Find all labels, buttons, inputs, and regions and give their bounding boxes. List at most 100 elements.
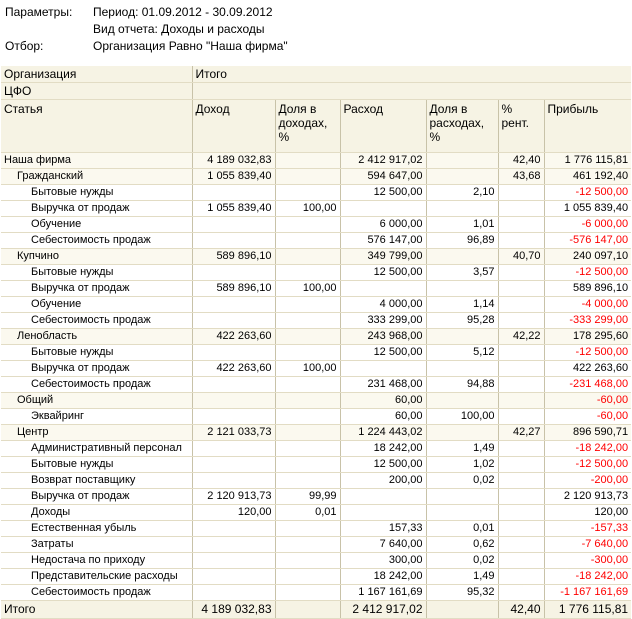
cell-expense: 300,00: [339, 552, 426, 569]
table-row: Доходы 120,00 0,01 120,00: [1, 504, 632, 521]
cell-rent: [497, 264, 544, 281]
cell-income-share: [274, 376, 340, 393]
cell-income: [191, 584, 275, 601]
cell-income-share: [274, 552, 340, 569]
cell-expense-share: 95,28: [425, 312, 498, 329]
cell-profit: -6 000,00: [543, 216, 632, 233]
cell-rent: [497, 312, 544, 329]
cell-rent: [497, 280, 544, 297]
filter-text: Организация Равно "Наша фирма": [93, 39, 288, 53]
cell-profit: -60,00: [543, 408, 632, 425]
header-article: Статья: [1, 99, 192, 153]
cell-income-share: [274, 568, 340, 585]
cell-income-share: 0,01: [274, 504, 340, 521]
period-text: Период: 01.09.2012 - 30.09.2012: [93, 5, 273, 19]
cell-expense-share: [425, 504, 498, 521]
cell-income-share: [274, 472, 340, 489]
cell-expense-share: [425, 152, 498, 169]
cell-article: Обучение: [1, 216, 192, 233]
cell-income: [191, 264, 275, 281]
cell-expense-share: [425, 168, 498, 185]
cell-profit: 178 295,60: [543, 328, 632, 345]
table-row: Купчино 589 896,10 349 799,00 40,70 240 097,…: [1, 248, 632, 265]
cell-profit: 589 896,10: [543, 280, 632, 297]
cell-income: [191, 568, 275, 585]
cell-expense: [339, 488, 426, 505]
cell-income: 1 055 839,40: [191, 168, 275, 185]
table-row: Эквайринг 60,00 100,00 -60,00: [1, 408, 632, 425]
table-row: Административный персонал 18 242,00 1,49 -1…: [1, 440, 632, 457]
cell-income: [191, 232, 275, 249]
table-row: Себестоимость продаж 576 147,00 96,89 -576 …: [1, 232, 632, 249]
cell-expense: 349 799,00: [339, 248, 426, 265]
cell-profit: -231 468,00: [543, 376, 632, 393]
cell-income-share: [274, 312, 340, 329]
cell-rent: [497, 360, 544, 377]
table-row: Выручка от продаж 589 896,10 100,00 589 896…: [1, 280, 632, 297]
cell-article: Себестоимость продаж: [1, 232, 192, 249]
header-itogo: Итого: [191, 66, 632, 83]
total-income: 4 189 032,83: [191, 600, 275, 619]
header-cfo-empty: [191, 82, 632, 100]
cell-income: [191, 408, 275, 425]
cell-expense-share: 95,32: [425, 584, 498, 601]
cell-article: Выручка от продаж: [1, 488, 192, 505]
cell-income: [191, 536, 275, 553]
cell-article: Ленобласть: [1, 328, 192, 345]
cell-article: Выручка от продаж: [1, 360, 192, 377]
table-row: Возврат поставщику 200,00 0,02 -200,00: [1, 472, 632, 489]
cell-income-share: [274, 152, 340, 169]
cell-income: [191, 216, 275, 233]
cell-income: 2 120 913,73: [191, 488, 275, 505]
cell-expense-share: [425, 328, 498, 345]
cell-income: 1 055 839,40: [191, 200, 275, 217]
header-expense-share: Доля в расходах, %: [425, 99, 498, 153]
cell-rent: [497, 552, 544, 569]
cell-expense: 6 000,00: [339, 216, 426, 233]
table-row: Бытовые нужды 12 500,00 3,57 -12 500,00: [1, 264, 632, 281]
cell-income-share: [274, 264, 340, 281]
cell-income: 2 121 033,73: [191, 424, 275, 441]
table-row: Себестоимость продаж 333 299,00 95,28 -333 …: [1, 312, 632, 329]
cell-expense-share: 3,57: [425, 264, 498, 281]
cell-expense-share: [425, 360, 498, 377]
cell-article: Бытовые нужды: [1, 456, 192, 473]
cell-income-share: [274, 408, 340, 425]
cell-income-share: [274, 392, 340, 409]
cell-income: [191, 520, 275, 537]
table-row: Ленобласть 422 263,60 243 968,00 42,22 178 2…: [1, 328, 632, 345]
cell-rent: [497, 232, 544, 249]
cell-expense: 594 647,00: [339, 168, 426, 185]
cell-expense: 2 412 917,02: [339, 152, 426, 169]
header-income-share: Доля в доходах, %: [274, 99, 340, 153]
table-row: Бытовые нужды 12 500,00 5,12 -12 500,00: [1, 344, 632, 361]
table-row: Недостача по приходу 300,00 0,02 -300,00: [1, 552, 632, 569]
table-row: Выручка от продаж 1 055 839,40 100,00 1 055…: [1, 200, 632, 217]
cell-expense: 60,00: [339, 408, 426, 425]
cell-article: Эквайринг: [1, 408, 192, 425]
cell-article: Себестоимость продаж: [1, 376, 192, 393]
cell-rent: 43,68: [497, 168, 544, 185]
total-profit: 1 776 115,81: [543, 600, 632, 619]
cell-rent: 42,40: [497, 152, 544, 169]
cell-expense: 18 242,00: [339, 568, 426, 585]
cell-profit: -7 640,00: [543, 536, 632, 553]
cell-expense-share: 1,02: [425, 456, 498, 473]
cell-rent: [497, 296, 544, 313]
cell-expense-share: [425, 248, 498, 265]
cell-income: 120,00: [191, 504, 275, 521]
header-row-org: Организация Итого: [1, 66, 632, 83]
cell-income-share: [274, 456, 340, 473]
cell-rent: [497, 408, 544, 425]
cell-article: Бытовые нужды: [1, 184, 192, 201]
cell-expense: 576 147,00: [339, 232, 426, 249]
cell-income: [191, 456, 275, 473]
cell-income-share: [274, 296, 340, 313]
cell-article: Выручка от продаж: [1, 200, 192, 217]
report-type-text: Вид отчета: Доходы и расходы: [93, 22, 265, 36]
cell-profit: 2 120 913,73: [543, 488, 632, 505]
cell-profit: -333 299,00: [543, 312, 632, 329]
cell-article: Доходы: [1, 504, 192, 521]
cell-article: Наша фирма: [1, 152, 192, 169]
cell-expense: 231 468,00: [339, 376, 426, 393]
